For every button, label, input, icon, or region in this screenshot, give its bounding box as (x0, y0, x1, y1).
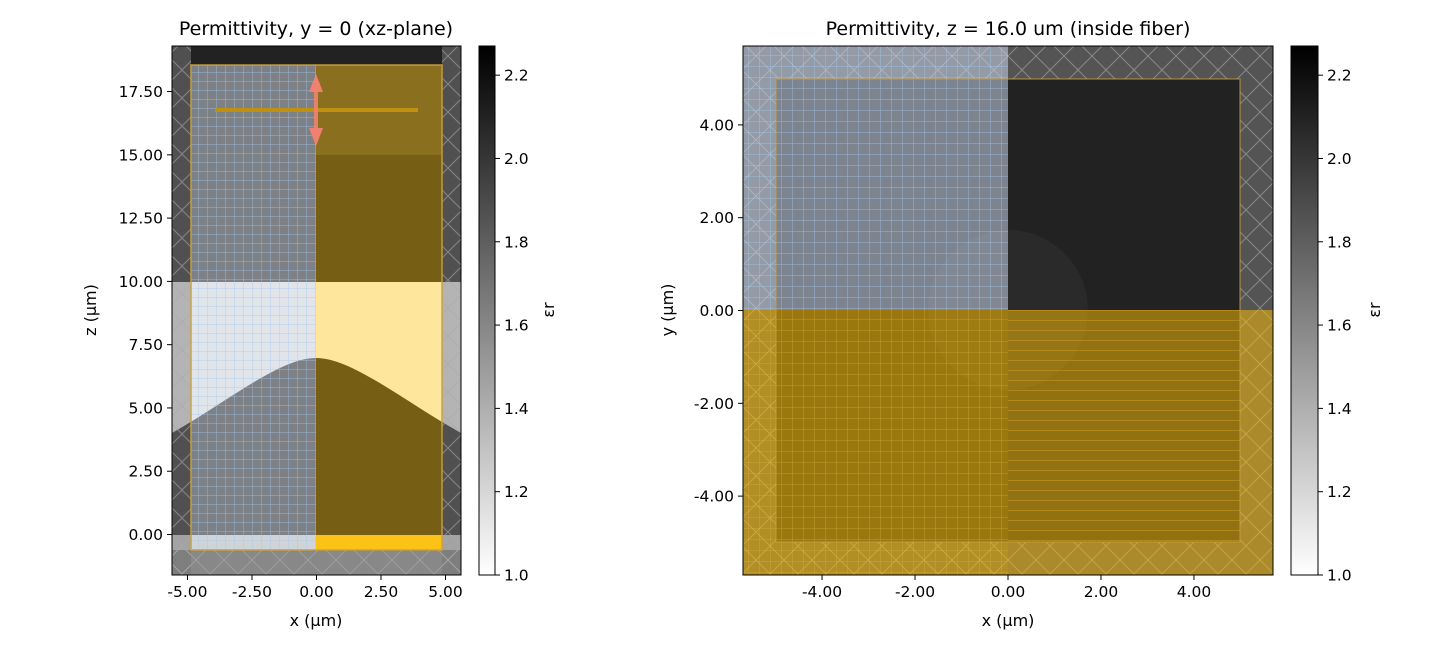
left-xtick-label-4: 5.00 (428, 583, 463, 601)
left-source-arrow-down (309, 128, 323, 146)
left-colorbar-label: εr (539, 302, 558, 318)
left-ytick-label-7: 17.50 (119, 83, 163, 101)
left-chart-title: Permittivity, y = 0 (xz-plane) (179, 18, 453, 40)
left-mesh-grid (191, 65, 316, 550)
left-xtick-label-0: -5.00 (167, 583, 207, 601)
right-ytick-label-4: 4.00 (699, 116, 734, 134)
left-ytick-label-2: 5.00 (128, 399, 163, 417)
right-ytick-label-1: -2.00 (694, 395, 734, 413)
right-xtick-label-4: 4.00 (1177, 583, 1212, 601)
right-colorbar (1290, 45, 1319, 576)
right-cbtick-label-5: 2.0 (1327, 150, 1352, 168)
left-cbtick-label-1: 1.2 (504, 483, 529, 501)
left-ytick-label-0: 0.00 (128, 526, 163, 544)
right-cbtick-label-3: 1.6 (1327, 317, 1352, 335)
left-cbtick-label-4: 1.8 (504, 233, 529, 251)
left-x-axis: -5.00 -2.50 0.00 2.50 5.00 (167, 575, 463, 601)
left-monitor-bottom (316, 535, 442, 550)
right-cbtick-label-2: 1.4 (1327, 400, 1352, 418)
right-xtick-label-0: -4.00 (802, 583, 842, 601)
right-mesh-grid (743, 46, 1008, 310)
right-xtick-label-3: 2.00 (1084, 583, 1119, 601)
left-ytick-label-5: 12.50 (119, 210, 163, 228)
right-ytick-label-3: 2.00 (699, 209, 734, 227)
right-cbtick-label-0: 1.0 (1327, 567, 1352, 585)
left-y-label: z (µm) (81, 284, 100, 336)
left-sim-box (190, 64, 443, 551)
right-sim-box (775, 78, 1241, 543)
left-pml-bottom-hatch (172, 550, 461, 575)
left-pml-right-hatch (442, 46, 461, 575)
left-x-label: x (µm) (290, 611, 343, 630)
left-cbtick-label-3: 1.6 (504, 317, 529, 335)
right-y-axis: -4.00 -2.00 0.00 2.00 4.00 (694, 116, 743, 506)
left-ytick-label-6: 15.00 (119, 146, 163, 164)
right-colorbar-label: εr (1365, 302, 1384, 318)
right-ytick-label-0: -4.00 (694, 488, 734, 506)
right-xtick-label-1: -2.00 (895, 583, 935, 601)
left-cbtick-label-5: 2.0 (504, 150, 529, 168)
left-ytick-label-3: 7.50 (128, 336, 163, 354)
left-xtick-label-3: 2.50 (364, 583, 399, 601)
left-cbtick-label-0: 1.0 (504, 567, 529, 585)
left-cbtick-label-6: 2.2 (504, 67, 529, 85)
left-source-arrow-up (309, 74, 323, 92)
right-y-label: y (µm) (658, 284, 677, 337)
right-x-label: x (µm) (982, 611, 1035, 630)
left-monitor-overlay (316, 65, 442, 535)
left-ytick-label-4: 10.00 (119, 273, 163, 291)
right-ytick-label-2: 0.00 (699, 302, 734, 320)
right-chart-title: Permittivity, z = 16.0 um (inside fiber) (826, 18, 1191, 40)
left-y-axis: 0.00 2.50 5.00 7.50 10.00 12.50 15.00 17.50 (119, 83, 172, 544)
left-xtick-label-1: -2.50 (232, 583, 272, 601)
left-plot-area (172, 46, 461, 575)
left-colorbar-axis: 1.0 1.2 1.4 1.6 1.8 2.0 2.2 (495, 67, 529, 585)
left-cbtick-label-2: 1.4 (504, 400, 529, 418)
right-x-axis: -4.00 -2.00 0.00 2.00 4.00 (802, 575, 1211, 601)
right-cbtick-label-4: 1.8 (1327, 233, 1352, 251)
right-cbtick-label-6: 2.2 (1327, 67, 1352, 85)
right-cbtick-label-1: 1.2 (1327, 483, 1352, 501)
left-colorbar (478, 45, 496, 576)
right-monitor-lines (1008, 310, 1240, 542)
right-colorbar-axis: 1.0 1.2 1.4 1.6 1.8 2.0 2.2 (1318, 67, 1352, 585)
right-xtick-label-2: 0.00 (991, 583, 1026, 601)
right-monitor-grid-left (743, 310, 1008, 575)
left-xtick-label-2: 0.00 (299, 583, 334, 601)
left-ytick-label-1: 2.50 (128, 463, 163, 481)
left-pml-left-hatch (172, 46, 191, 575)
right-plot-area (743, 46, 1273, 575)
